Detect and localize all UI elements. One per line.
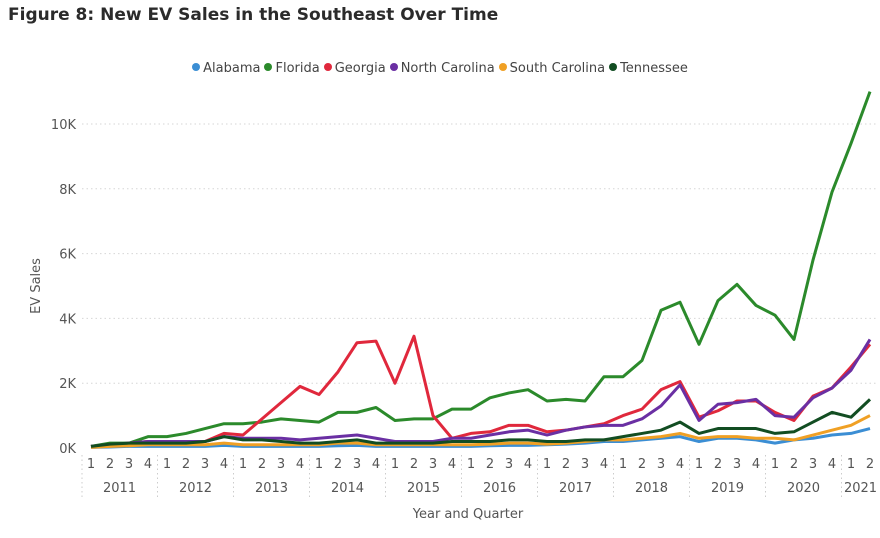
legend-label: Georgia bbox=[334, 61, 386, 76]
x-tick-label: 4 bbox=[752, 457, 760, 472]
y-tick-label: 6K bbox=[59, 248, 76, 263]
x-tick-label: 1 bbox=[391, 457, 399, 472]
x-tick-label: 2 bbox=[258, 457, 266, 472]
x-axis-label: Year and Quarter bbox=[412, 507, 524, 522]
x-tick-label: 3 bbox=[505, 457, 513, 472]
legend-item[interactable]: Florida bbox=[264, 61, 320, 76]
x-tick-label: 1 bbox=[543, 457, 551, 472]
x-tick-label: 2 bbox=[714, 457, 722, 472]
x-tick-label: 3 bbox=[657, 457, 665, 472]
x-year-label: 2017 bbox=[559, 481, 592, 496]
y-tick-label: 10K bbox=[51, 118, 77, 133]
x-tick-label: 4 bbox=[828, 457, 836, 472]
x-tick-label: 1 bbox=[619, 457, 627, 472]
legend-label: North Carolina bbox=[400, 61, 495, 76]
x-tick-label: 4 bbox=[448, 457, 456, 472]
legend-item[interactable]: Georgia bbox=[323, 61, 386, 76]
x-year-label: 2020 bbox=[787, 481, 820, 496]
series-line-alabama bbox=[90, 427, 871, 449]
x-tick-label: 2 bbox=[182, 457, 190, 472]
x-tick-label: 2 bbox=[410, 457, 418, 472]
legend-marker-icon bbox=[323, 63, 332, 71]
legend-marker-icon bbox=[389, 63, 398, 71]
legend-marker-icon bbox=[498, 63, 507, 71]
x-tick-label: 3 bbox=[201, 457, 209, 472]
legend-item[interactable]: Tennessee bbox=[609, 61, 688, 76]
x-year-label: 2014 bbox=[331, 481, 364, 496]
x-tick-label: 3 bbox=[809, 457, 817, 472]
x-tick-label: 4 bbox=[220, 457, 228, 472]
legend-label: Tennessee bbox=[620, 61, 688, 76]
x-tick-label: 1 bbox=[695, 457, 703, 472]
x-tick-label: 2 bbox=[638, 457, 646, 472]
chart-title: Figure 8: New EV Sales in the Southeast … bbox=[8, 5, 499, 25]
x-tick-label: 4 bbox=[600, 457, 608, 472]
legend-marker-icon bbox=[609, 63, 618, 71]
x-tick-label: 2 bbox=[866, 457, 874, 472]
x-tick-label: 4 bbox=[676, 457, 684, 472]
series-line-north-carolina bbox=[90, 338, 872, 448]
x-year-label: 2013 bbox=[255, 481, 288, 496]
x-year-label: 2015 bbox=[407, 481, 440, 496]
x-tick-label: 3 bbox=[429, 457, 437, 472]
x-tick-label: 1 bbox=[315, 457, 323, 472]
legend-label: Alabama bbox=[203, 61, 261, 76]
x-tick-label: 1 bbox=[467, 457, 475, 472]
y-tick-label: 4K bbox=[59, 312, 76, 327]
x-year-label: 2021 bbox=[844, 481, 877, 496]
x-tick-label: 1 bbox=[163, 457, 171, 472]
legend-marker-icon bbox=[264, 63, 273, 71]
x-tick-label: 4 bbox=[296, 457, 304, 472]
y-tick-label: 8K bbox=[59, 183, 76, 198]
x-year-label: 2011 bbox=[103, 481, 136, 496]
series-line-south-carolina bbox=[90, 414, 871, 449]
x-tick-label: 3 bbox=[733, 457, 741, 472]
x-tick-label: 3 bbox=[125, 457, 133, 472]
legend: Alabama Florida Georgia North Carolina South… bbox=[0, 61, 880, 76]
x-tick-label: 2 bbox=[790, 457, 798, 472]
x-tick-label: 2 bbox=[106, 457, 114, 472]
y-tick-label: 0K bbox=[59, 442, 76, 457]
series-line-tennessee bbox=[90, 398, 872, 448]
x-tick-label: 1 bbox=[847, 457, 855, 472]
legend-item[interactable]: Alabama bbox=[192, 61, 260, 76]
x-tick-label: 2 bbox=[562, 457, 570, 472]
x-year-label: 2016 bbox=[483, 481, 516, 496]
y-tick-label: 2K bbox=[59, 377, 76, 392]
x-year-label: 2018 bbox=[635, 481, 668, 496]
x-year-label: 2012 bbox=[179, 481, 212, 496]
x-tick-label: 4 bbox=[372, 457, 380, 472]
x-tick-label: 3 bbox=[353, 457, 361, 472]
x-tick-label: 3 bbox=[581, 457, 589, 472]
x-tick-label: 2 bbox=[334, 457, 342, 472]
legend-label: Florida bbox=[275, 61, 320, 76]
legend-label: South Carolina bbox=[509, 61, 606, 76]
series-line-florida bbox=[90, 91, 872, 448]
x-year-label: 2019 bbox=[711, 481, 744, 496]
y-axis-label: EV Sales bbox=[29, 258, 44, 314]
legend-item[interactable]: South Carolina bbox=[498, 61, 606, 76]
x-tick-label: 1 bbox=[87, 457, 95, 472]
x-tick-label: 1 bbox=[771, 457, 779, 472]
x-tick-label: 2 bbox=[486, 457, 494, 472]
x-tick-label: 3 bbox=[277, 457, 285, 472]
legend-marker-icon bbox=[192, 63, 201, 71]
x-tick-label: 4 bbox=[524, 457, 532, 472]
x-tick-label: 4 bbox=[144, 457, 152, 472]
legend-item[interactable]: North Carolina bbox=[389, 61, 495, 76]
x-tick-label: 1 bbox=[239, 457, 247, 472]
